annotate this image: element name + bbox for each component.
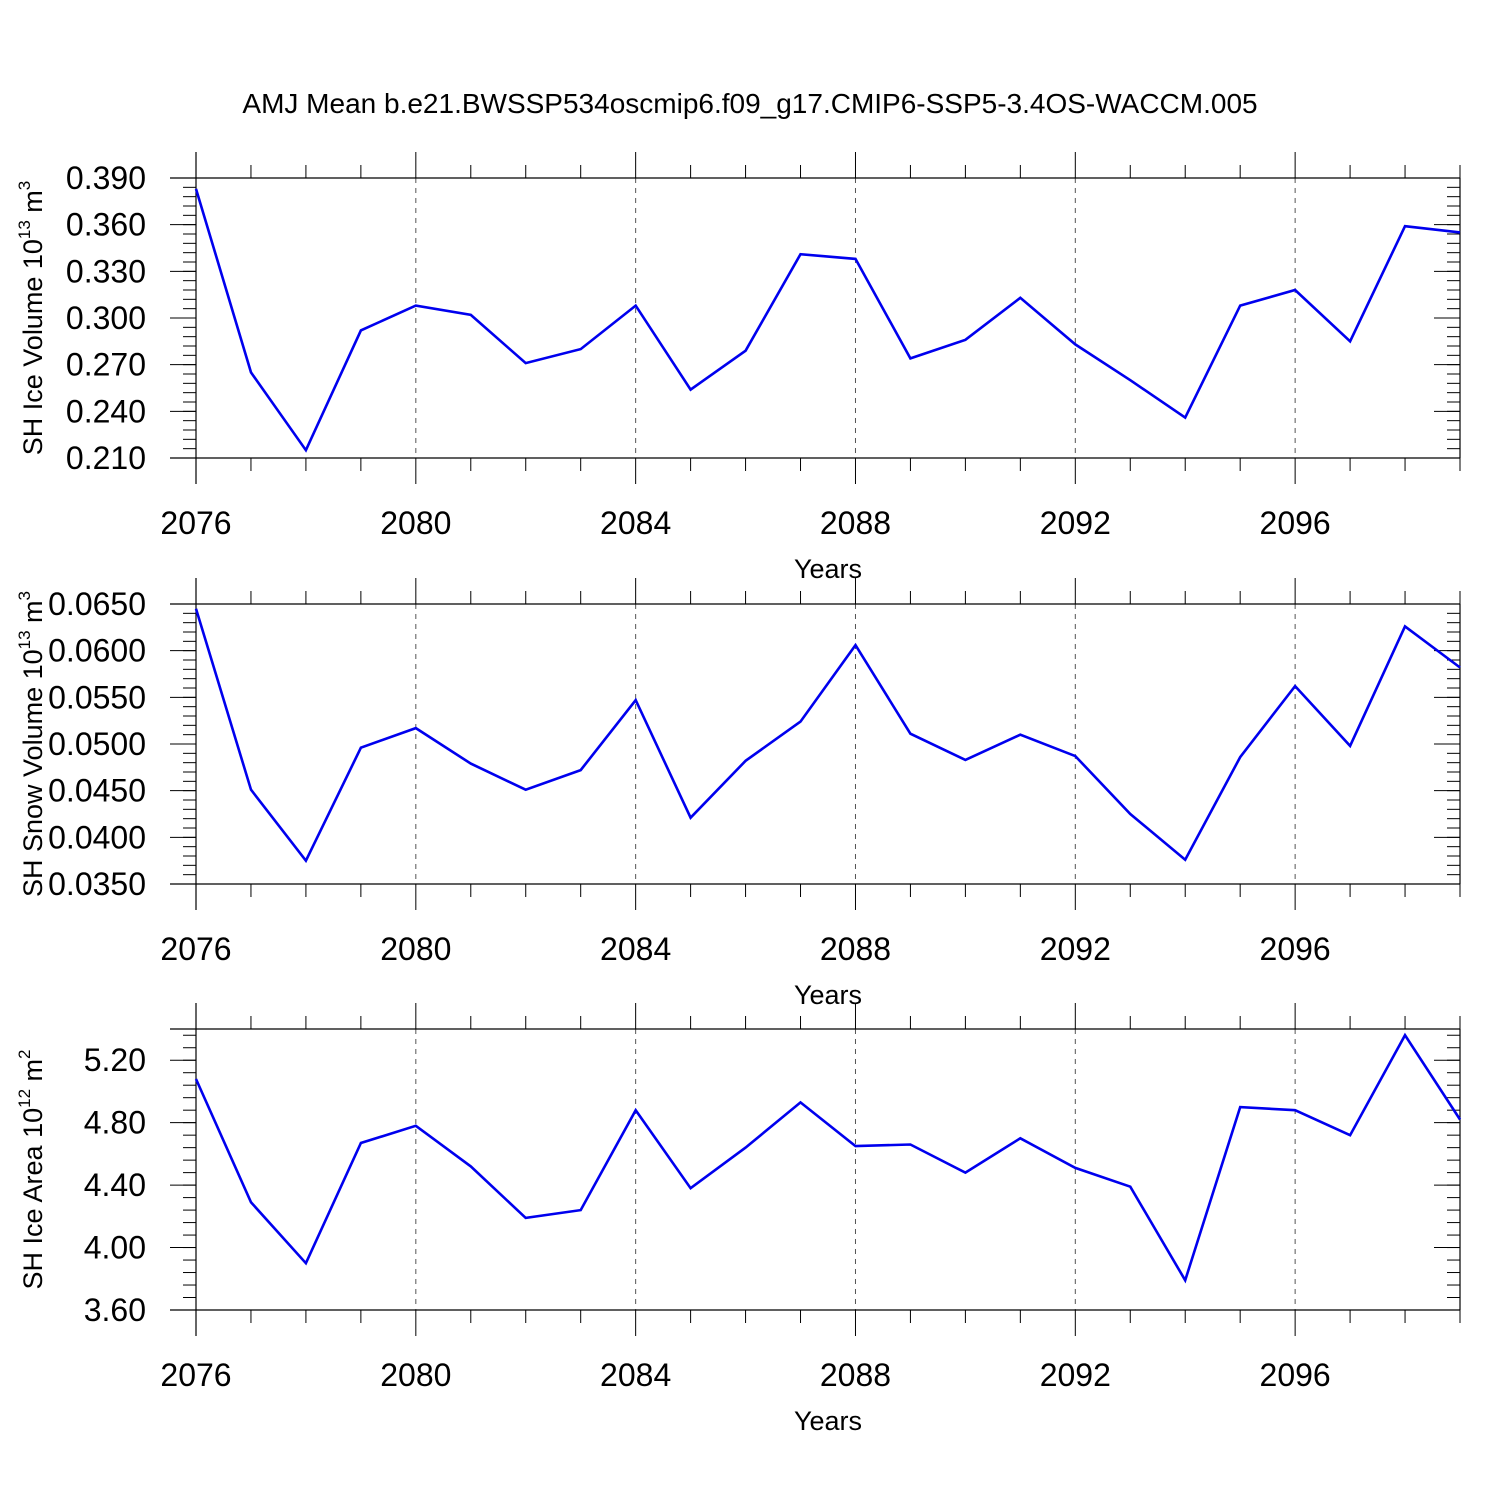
y-tick-label: 0.0400	[48, 819, 146, 855]
panel-snow-volume: 2076 2080 2084 2088 2092 2096 0.0350 0.0400 0.04…	[15, 578, 1461, 1010]
y-tick-label: 0.210	[66, 440, 146, 476]
x-tick-label: 2092	[1040, 931, 1111, 967]
y-tick-label: 0.0450	[48, 773, 146, 809]
x-tick-label: 2080	[380, 1357, 451, 1393]
x-tick-label: 2088	[820, 1357, 891, 1393]
x-tick-label: 2084	[600, 505, 671, 541]
x-tick-label: 2076	[160, 931, 231, 967]
x-tick-label: 2084	[600, 1357, 671, 1393]
x-tick-label: 2084	[600, 931, 671, 967]
y-tick-label: 0.300	[66, 300, 146, 336]
x-axis-title: Years	[794, 1406, 862, 1436]
x-tick-label: 2096	[1260, 1357, 1331, 1393]
y-tick-label: 3.60	[84, 1292, 146, 1328]
y-tick-label: 0.0550	[48, 679, 146, 715]
y-tick-label: 0.270	[66, 347, 146, 383]
x-tick-label: 2088	[820, 931, 891, 967]
figure-title: AMJ Mean b.e21.BWSSP534oscmip6.f09_g17.C…	[242, 88, 1258, 119]
x-tick-label: 2080	[380, 931, 451, 967]
series-line	[194, 188, 1461, 453]
y-axis-title: SH Ice Volume 1013 m3	[15, 181, 48, 456]
y-tick-label: 5.20	[84, 1042, 146, 1078]
series-line	[194, 1032, 1462, 1284]
y-tick-label: 0.0650	[48, 586, 146, 622]
panel-ice-volume: 2076 2080 2084 2088 2092 2096 0.210 0.240 0.270 0…	[15, 152, 1461, 584]
y-tick-label: 0.390	[66, 160, 146, 196]
y-tick-label: 0.240	[66, 393, 146, 429]
x-axis-title: Years	[794, 980, 862, 1010]
x-tick-label: 2080	[380, 505, 451, 541]
y-axis-title: SH Ice Area 1012 m2	[15, 1050, 48, 1290]
y-tick-label: 4.40	[84, 1167, 146, 1203]
x-tick-label: 2088	[820, 505, 891, 541]
y-tick-label: 0.0600	[48, 633, 146, 669]
x-axis-title: Years	[794, 554, 862, 584]
y-tick-label: 0.0350	[48, 866, 146, 902]
y-tick-label: 4.00	[84, 1230, 146, 1266]
x-tick-label: 2092	[1040, 1357, 1111, 1393]
x-tick-label: 2096	[1260, 505, 1331, 541]
x-tick-label: 2092	[1040, 505, 1111, 541]
x-tick-label: 2076	[160, 1357, 231, 1393]
y-axis-title: SH Snow Volume 1013 m3	[15, 591, 48, 897]
x-tick-label: 2096	[1260, 931, 1331, 967]
y-tick-label: 0.0500	[48, 726, 146, 762]
y-tick-label: 0.360	[66, 207, 146, 243]
y-tick-label: 0.330	[66, 253, 146, 289]
series-line	[194, 608, 1461, 864]
y-tick-label: 4.80	[84, 1105, 146, 1141]
panel-ice-area: 2076 2080 2084 2088 2092 2096 3.60 4.00 4.40 4.80…	[15, 1003, 1462, 1436]
x-tick-label: 2076	[160, 505, 231, 541]
